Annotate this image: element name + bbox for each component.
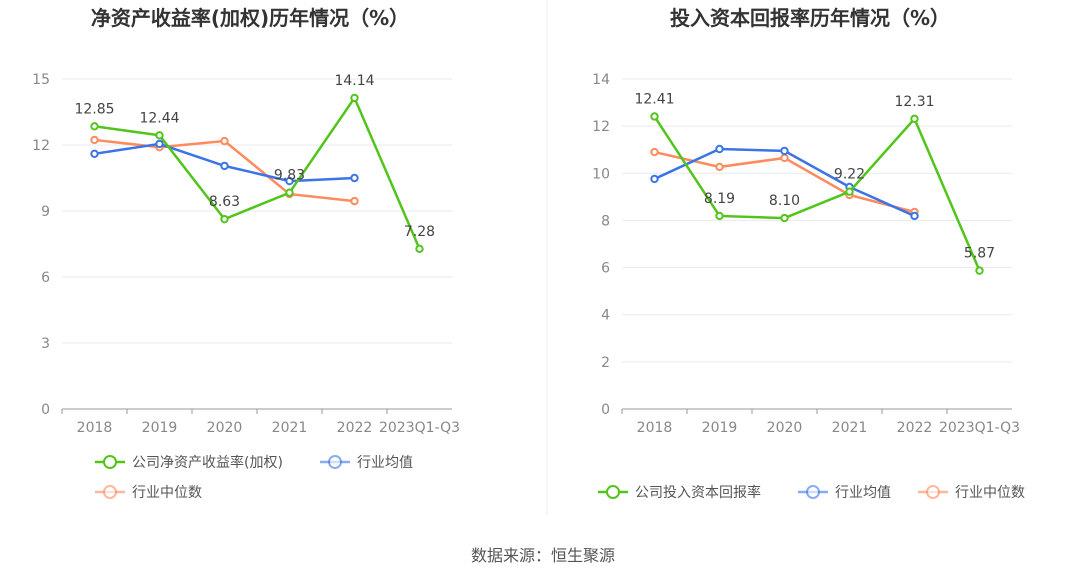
data-label: 9.83 [274,168,305,184]
y-tick-label: 12 [32,138,50,154]
legend-marker-icon [103,455,117,469]
data-point [715,211,724,221]
data-point [155,131,164,140]
series-line [653,115,981,272]
data-point [845,187,854,196]
data-point [155,139,164,149]
y-tick-label: 4 [601,308,610,324]
legend-item[interactable]: 公司投入资本回报率 [635,484,761,501]
data-point [285,188,294,197]
data-label: 9.22 [834,167,865,183]
data-point [220,161,229,171]
y-tick-label: 3 [41,336,50,352]
legend-marker-icon [606,485,620,499]
y-tick-label: 2 [601,355,610,371]
y-tick-label: 6 [601,261,610,277]
x-tick-label: 2020 [767,420,803,436]
data-point [780,146,789,156]
data-point [415,244,424,254]
x-tick-label: 2018 [77,420,113,436]
legend-item[interactable]: 行业均值 [835,485,891,501]
source-text: 数据来源：恒生聚源 [471,546,615,565]
x-tick-label: 2022 [337,420,373,436]
x-tick-label: 2022 [897,420,933,436]
data-point [650,174,659,184]
legend-item[interactable]: 行业中位数 [955,485,1025,501]
chart-title: 净资产收益率(加权)历年情况（%） [91,6,409,30]
data-point [650,112,659,121]
y-tick-label: 0 [41,402,50,418]
series-line [94,95,421,250]
data-point [90,149,99,159]
x-tick-label: 2021 [832,420,868,436]
y-tick-label: 8 [601,213,610,229]
data-point [780,213,789,223]
data-label: 7.28 [404,224,435,240]
data-point [285,176,294,186]
y-tick-label: 12 [592,119,610,135]
x-tick-label: 2018 [637,420,673,436]
x-tick-label: 2023Q1-Q3 [379,420,460,436]
data-point [910,211,919,221]
data-point [90,122,99,131]
legend-marker-icon [806,485,820,499]
y-tick-label: 10 [592,166,610,182]
data-point [715,162,724,172]
data-point [90,135,99,145]
data-point [350,93,359,103]
data-point [220,214,229,224]
y-tick-label: 0 [601,402,610,418]
data-label: 12.85 [74,101,114,117]
data-point [910,114,919,124]
data-point [975,266,984,275]
legend-marker-icon [103,485,117,499]
data-label: 8.10 [769,193,800,209]
x-tick-label: 2019 [702,420,738,436]
x-tick-label: 2020 [207,420,243,436]
data-point [220,136,229,146]
data-label: 5.87 [964,246,995,262]
y-tick-label: 9 [41,204,50,220]
data-label: 12.41 [634,91,674,107]
y-tick-label: 14 [592,72,610,88]
legend-item[interactable]: 行业中位数 [132,485,202,501]
data-point [650,147,659,157]
x-tick-label: 2019 [142,420,178,436]
data-label: 14.14 [334,73,374,89]
legend-marker-icon [328,455,342,469]
chart-title: 投入资本回报率历年情况（%） [670,6,950,30]
legend-marker-icon [926,485,940,499]
data-point [715,144,724,154]
data-point [350,173,359,183]
data-point [350,196,359,206]
legend-item[interactable]: 公司净资产收益率(加权) [132,454,283,471]
y-tick-label: 15 [32,72,50,88]
data-label: 12.31 [894,94,934,110]
x-tick-label: 2021 [272,420,308,436]
x-tick-label: 2023Q1-Q3 [939,420,1020,436]
data-label: 8.63 [209,194,240,210]
data-label: 12.44 [139,110,179,126]
data-label: 8.19 [704,191,735,207]
y-tick-label: 6 [41,270,50,286]
legend-item[interactable]: 行业均值 [357,455,413,471]
data-point [780,153,789,163]
